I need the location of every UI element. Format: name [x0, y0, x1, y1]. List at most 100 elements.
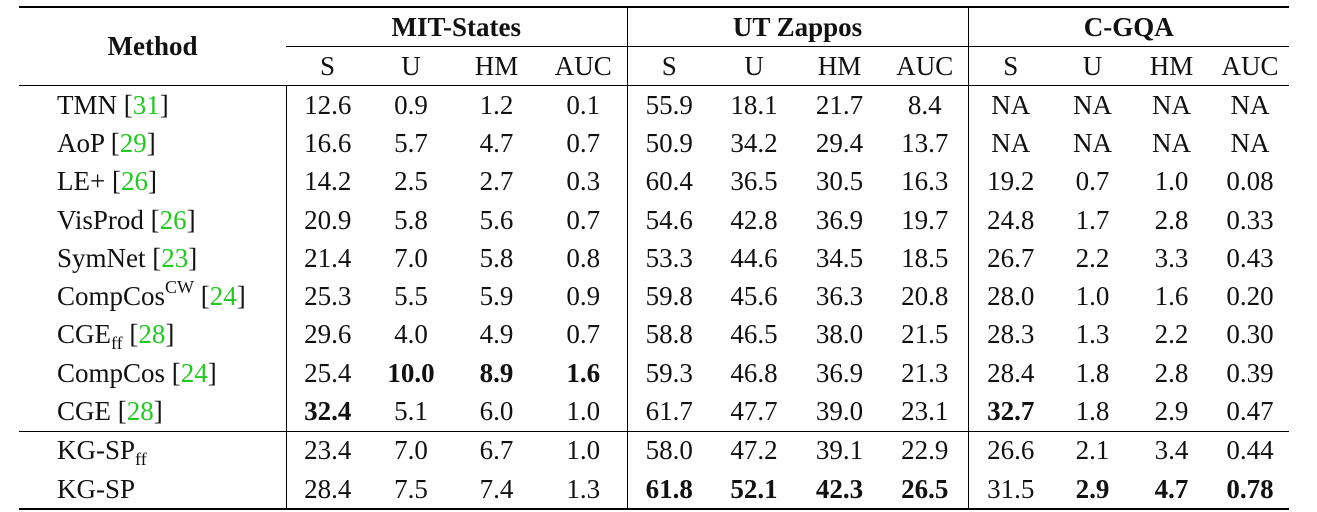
value-cell: NA: [1132, 85, 1211, 125]
value-cell: 58.8: [626, 315, 711, 355]
value-cell: 6.7: [453, 430, 540, 470]
value-cell: 36.5: [730, 166, 778, 197]
method-name: CompCos: [57, 357, 166, 388]
table-body: TMN [31] 12.6 0.9 1.2 0.1 55.9 18.1 21.7 8.4 NA NA…: [19, 85, 1289, 511]
method-name: AoP: [57, 127, 105, 158]
value-cell: 39.1: [797, 430, 882, 470]
value-cell: 2.8: [1154, 357, 1189, 388]
value-cell: 0.7: [566, 319, 601, 350]
value-cell: 20.8: [901, 281, 949, 312]
value-cell: 46.5: [730, 319, 778, 350]
value-cell: 21.5: [901, 319, 949, 350]
value-cell: 25.3: [285, 277, 369, 316]
value-cell: 0.7: [566, 127, 601, 158]
method-name: CGE: [57, 396, 111, 427]
value-cell: 2.9: [1053, 469, 1132, 511]
value-cell: 42.3: [797, 469, 882, 511]
method-name-cell: LE+ [26]: [57, 166, 157, 197]
value-cell: 0.9: [369, 85, 453, 125]
citation-link[interactable]: 29: [119, 127, 147, 158]
value-cell: 16.6: [285, 124, 369, 163]
value-cell: 20.9: [285, 200, 369, 240]
value-cell: 8.4: [882, 85, 968, 125]
method-name-cell: CGE [28]: [57, 396, 163, 427]
value-cell: 26.6: [967, 430, 1053, 470]
value-cell: 3.3: [1154, 242, 1189, 273]
value-cell: 32.4: [285, 392, 369, 432]
value-cell: 0.47: [1226, 396, 1274, 427]
value-cell: 58.0: [626, 430, 711, 470]
method-name-cell: KG-SPff: [19, 430, 286, 470]
value-cell: 5.5: [394, 281, 428, 312]
column-header: HM: [1149, 50, 1194, 81]
citation-link[interactable]: 23: [161, 242, 189, 273]
method-name: CompCos: [57, 281, 166, 312]
value-cell: 0.7: [1075, 166, 1110, 197]
value-cell: 19.2: [967, 162, 1053, 201]
value-cell: 34.5: [815, 242, 864, 273]
citation-link[interactable]: 26: [159, 204, 187, 235]
value-cell: 53.3: [626, 239, 711, 278]
column-header: S: [967, 46, 1053, 86]
value-cell: 3.4: [1132, 430, 1211, 470]
value-cell: NA: [1211, 85, 1289, 125]
value-cell: 32.7: [967, 392, 1053, 432]
value-cell: 6.0: [479, 396, 514, 427]
table-row: TMN [31] 12.6 0.9 1.2 0.1 55.9 18.1 21.7 8.4 NA NA…: [19, 85, 1289, 125]
method-name-cell: CompCos [24]: [57, 357, 217, 388]
value-cell: 0.08: [1226, 166, 1274, 197]
value-cell: 0.20: [1226, 281, 1274, 312]
method-subscript: ff: [111, 333, 123, 354]
value-cell: 4.7: [479, 127, 514, 158]
column-header: U: [744, 50, 764, 81]
method-name-cell: TMN [31]: [19, 85, 286, 125]
value-cell: 0.8: [566, 242, 601, 273]
value-cell: 25.4: [285, 354, 369, 393]
citation-link[interactable]: 31: [132, 89, 160, 120]
table-row: CGEff [28] 29.6 4.0 4.9 0.7 58.8 46.5 38.0 21.5 2…: [19, 315, 1289, 355]
value-cell: 36.9: [815, 357, 864, 388]
value-cell: 1.7: [1075, 204, 1110, 235]
value-cell: NA: [1073, 127, 1112, 158]
value-cell: 5.9: [479, 281, 514, 312]
table-row: SymNet [23] 21.4 7.0 5.8 0.8 53.3 44.6 34.5 18.5…: [19, 239, 1289, 278]
value-cell: 1.2: [453, 85, 540, 125]
value-cell: 0.44: [1211, 430, 1289, 470]
value-cell: 1.3: [1075, 319, 1110, 350]
value-cell: 28.0: [967, 277, 1053, 316]
value-cell: 45.6: [730, 281, 778, 312]
method-name-cell: CompCosCW [24]: [57, 277, 246, 312]
value-cell: 21.3: [901, 357, 949, 388]
value-cell: 5.6: [479, 204, 514, 235]
column-header: U: [1082, 50, 1103, 81]
citation-link[interactable]: 28: [126, 396, 154, 427]
value-cell: 29.4: [815, 127, 864, 158]
group-header-ut-zappos: UT Zappos: [626, 6, 968, 47]
method-name-cell: KG-SP: [19, 469, 286, 511]
citation-link[interactable]: 24: [209, 281, 237, 312]
value-cell: 47.2: [711, 430, 797, 470]
value-cell: 2.5: [394, 166, 428, 197]
value-cell: 4.7: [1132, 469, 1211, 511]
value-cell: 0.39: [1226, 357, 1274, 388]
value-cell: 18.1: [711, 85, 797, 125]
citation-link[interactable]: 24: [180, 357, 208, 388]
value-cell: 19.7: [901, 204, 949, 235]
table-row: AoP [29] 16.6 5.7 4.7 0.7 50.9 34.2 29.4 13.7 NA N…: [19, 124, 1289, 163]
method-header: Method: [19, 6, 286, 86]
value-cell: 8.9: [479, 357, 514, 388]
value-cell: 7.0: [369, 430, 453, 470]
value-cell: 0.7: [566, 204, 601, 235]
group-header-mit-states: MIT-States: [286, 6, 627, 47]
method-name: CGE: [57, 319, 111, 350]
value-cell: 10.0: [387, 357, 435, 388]
value-cell: 59.8: [626, 277, 711, 316]
citation-link[interactable]: 28: [138, 319, 166, 350]
value-cell: 1.8: [1075, 357, 1110, 388]
value-cell: 26.7: [967, 239, 1053, 278]
value-cell: 61.8: [626, 469, 711, 511]
value-cell: NA: [1053, 85, 1132, 125]
method-name: KG-SP: [57, 473, 136, 504]
citation-link[interactable]: 26: [120, 166, 148, 197]
value-cell: 1.0: [1154, 166, 1189, 197]
